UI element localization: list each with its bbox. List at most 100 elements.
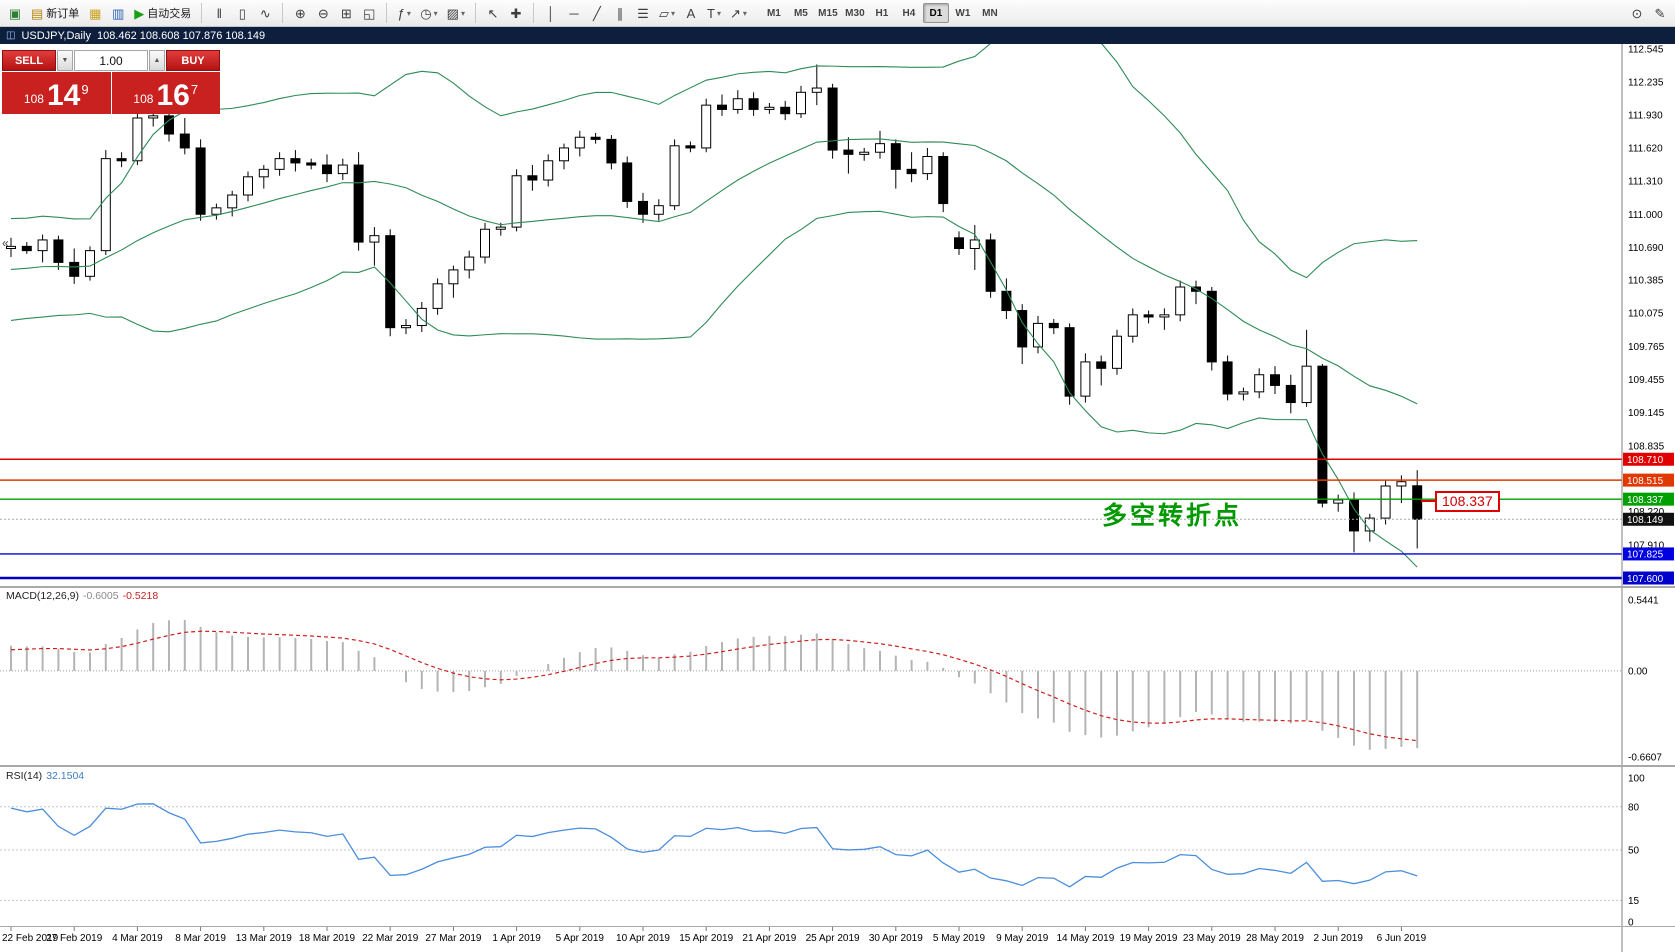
timeframe-m5-button[interactable]: M5 <box>793 7 808 19</box>
tile-windows-icon: ⊞ <box>340 5 352 21</box>
crosshair-button[interactable]: ✚ <box>505 2 527 24</box>
rsi-line <box>10 803 1418 888</box>
zoom-out-button[interactable]: ⊖ <box>312 2 334 24</box>
svg-text:30 Apr 2019: 30 Apr 2019 <box>869 933 923 944</box>
svg-text:110.690: 110.690 <box>1628 243 1664 254</box>
price-tag-108.149 <box>1623 512 1674 526</box>
panel-separator[interactable] <box>0 926 1675 927</box>
rsi-label: RSI(14) 32.1504 <box>6 770 84 782</box>
svg-text:109.145: 109.145 <box>1628 408 1665 419</box>
svg-text:9 May 2019: 9 May 2019 <box>996 933 1049 944</box>
dropdown-arrow-icon: ▾ <box>406 8 411 18</box>
search-icon: ⊙ <box>1631 5 1643 21</box>
dropdown-arrow-icon: ▾ <box>716 8 721 18</box>
trendline-button[interactable]: ╱ <box>586 2 608 24</box>
volume-down-button[interactable]: ▼ <box>57 50 73 71</box>
sell-button[interactable]: SELL <box>2 50 56 71</box>
svg-text:14 May 2019: 14 May 2019 <box>1056 933 1114 944</box>
trade-panel-controls: SELL ▼ 1.00 ▲ BUY <box>2 50 220 71</box>
timeframe-h4-button[interactable]: H4 <box>902 7 916 19</box>
chart-window-icon: ◫ <box>6 30 16 41</box>
buy-button[interactable]: BUY <box>166 50 220 71</box>
macd-signal-line <box>10 630 1418 742</box>
autotrade-icon: ▶ <box>134 5 145 21</box>
indicators-button[interactable]: ƒ ▾ <box>393 2 415 24</box>
timeframe-m15-button[interactable]: M15 <box>818 7 838 19</box>
cascade-windows-button[interactable]: ◱ <box>358 2 380 24</box>
svg-text:109.765: 109.765 <box>1628 342 1665 353</box>
shapes-button[interactable]: ▱ ▾ <box>655 2 679 24</box>
search-button[interactable]: ⊙ <box>1626 2 1648 24</box>
arrows-button[interactable]: ↗ ▾ <box>726 2 751 24</box>
svg-text:110.385: 110.385 <box>1628 276 1664 287</box>
panel-separator[interactable] <box>0 765 1675 767</box>
timeframe-d1-button[interactable]: D1 <box>922 3 949 23</box>
chart-background <box>0 27 1675 952</box>
text-button[interactable]: A <box>680 2 702 24</box>
shapes-icon: ▱ <box>658 5 669 21</box>
svg-text:22 Feb 2019: 22 Feb 2019 <box>2 933 59 944</box>
timeframe-m1-button[interactable]: M1 <box>766 7 781 19</box>
toolbar-separator <box>201 3 203 23</box>
timeframe-m30-button[interactable]: M30 <box>845 7 865 19</box>
cursor-icon: ↖ <box>487 5 499 21</box>
arrows-icon: ↗ <box>729 5 741 21</box>
rsi-value: 32.1504 <box>46 770 85 782</box>
cursor-button[interactable]: ↖ <box>482 2 504 24</box>
zoom-in-button[interactable]: ⊕ <box>289 2 311 24</box>
charts-button[interactable]: ▥ <box>107 2 129 24</box>
svg-text:5 Apr 2019: 5 Apr 2019 <box>556 933 605 944</box>
tile-windows-button[interactable]: ⊞ <box>335 2 357 24</box>
new-order-button[interactable]: ▤ 新订单 <box>27 2 83 24</box>
svg-text:100: 100 <box>1628 774 1645 785</box>
sell-price-point: 9 <box>81 82 89 97</box>
candlestick-chart-button[interactable]: ▯ <box>231 2 253 24</box>
volume-up-button[interactable]: ▲ <box>149 50 165 71</box>
label-button[interactable]: T ▾ <box>703 2 725 24</box>
svg-text:8 Mar 2019: 8 Mar 2019 <box>175 933 226 944</box>
toolbar-button-groups: ▣ ▤ 新订单 ▦ ▥ ▶ 自动交易 ‖ ▯ ∿ ⊕ ⊖ ⊞ ◱ ƒ ▾ ◷ ▾ ▨ ▾ ↖ ✚ │ ─ ╱ ∥ ☰ ▱ ▾ A T ▾ ↗ ▾ <box>4 2 751 24</box>
price-tag-108.710 <box>1623 452 1674 466</box>
svg-text:108.710: 108.710 <box>1627 455 1664 466</box>
price-panel: « <box>0 44 1622 580</box>
macd-label: MACD(12,26,9) -0.6005 -0.5218 <box>6 590 158 602</box>
bollinger-lower-band <box>10 210 1418 568</box>
svg-text:6 Jun 2019: 6 Jun 2019 <box>1377 933 1427 944</box>
timeframe-h1-button[interactable]: H1 <box>875 7 889 19</box>
svg-text:109.455: 109.455 <box>1628 375 1665 386</box>
channel-button[interactable]: ∥ <box>609 2 631 24</box>
svg-text:2 Jun 2019: 2 Jun 2019 <box>1313 933 1363 944</box>
timeframe-w1-button[interactable]: W1 <box>955 7 971 19</box>
periods-button[interactable]: ◷ ▾ <box>416 2 441 24</box>
svg-text:111.310: 111.310 <box>1628 177 1663 188</box>
svg-text:15: 15 <box>1628 896 1640 907</box>
indicators-icon: ƒ <box>397 5 405 21</box>
app-button[interactable]: ▣ <box>4 2 26 24</box>
chart-symbol-title: USDJPY,Daily <box>21 29 91 42</box>
dropdown-arrow-icon: ▾ <box>670 8 675 18</box>
sell-price[interactable]: 108 14 9 <box>2 72 111 114</box>
svg-text:50: 50 <box>1628 846 1640 857</box>
svg-text:28 May 2019: 28 May 2019 <box>1246 933 1304 944</box>
toolbar-separator <box>386 3 388 23</box>
bollinger-upper-band <box>10 44 1418 279</box>
line-chart-button[interactable]: ∿ <box>254 2 276 24</box>
svg-text:-0.6607: -0.6607 <box>1628 752 1662 763</box>
autotrade-button[interactable]: ▶ 自动交易 <box>130 2 195 24</box>
candlestick-chart-icon: ▯ <box>238 5 246 21</box>
profiles-button[interactable]: ▦ <box>84 2 106 24</box>
price-tag-107.825 <box>1623 547 1674 561</box>
panel-separator[interactable] <box>0 586 1675 588</box>
volume-input[interactable]: 1.00 <box>74 50 148 71</box>
bar-chart-button[interactable]: ‖ <box>208 2 230 24</box>
buy-price-figure: 108 <box>133 92 154 106</box>
edit-button[interactable]: ✎ <box>1649 2 1671 24</box>
templates-button[interactable]: ▨ ▾ <box>443 2 469 24</box>
timeframe-mn-button[interactable]: MN <box>982 7 998 19</box>
vertical-line-button[interactable]: │ <box>540 2 562 24</box>
buy-price[interactable]: 108 16 7 <box>111 72 220 114</box>
fibonacci-button[interactable]: ☰ <box>632 2 654 24</box>
horizontal-line-button[interactable]: ─ <box>563 2 585 24</box>
toolbar-separator <box>282 3 284 23</box>
